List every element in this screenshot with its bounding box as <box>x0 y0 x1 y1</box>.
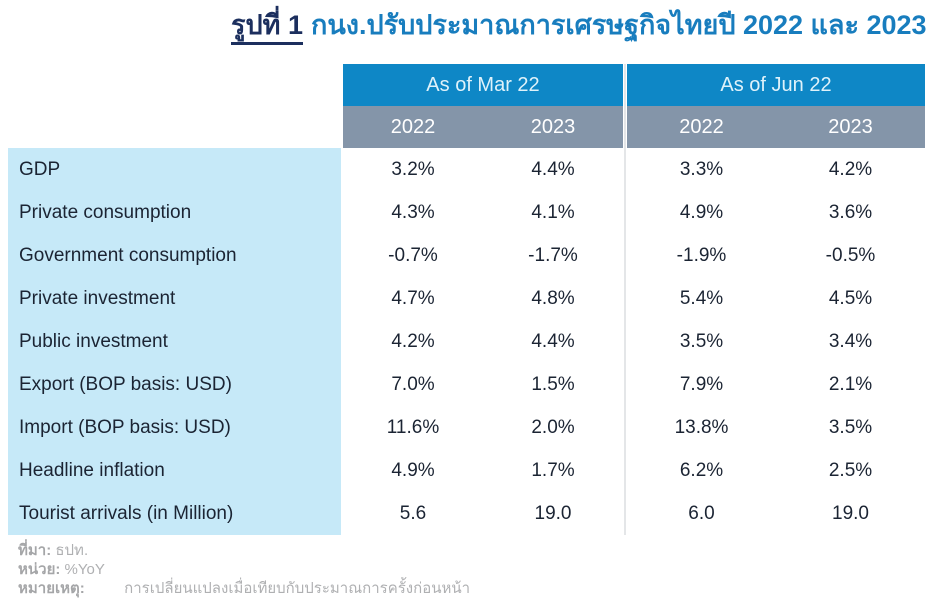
value-cell: 4.2% <box>828 158 873 180</box>
value-cell: 7.9% <box>679 373 724 395</box>
figure-title-text: กนง.ปรับประมาณการเศรษฐกิจไทยปี 2022 และ … <box>310 10 927 40</box>
value-cell: 11.6% <box>386 416 440 438</box>
row-label-private-investment: Private investment <box>19 287 176 309</box>
footer-note-line: หมายเหตุ: การเปลี่ยนแปลงเมื่อเทียบกับประ… <box>18 579 470 598</box>
value-cell: 3.5% <box>828 416 873 438</box>
row-label-headline-inflation: Headline inflation <box>19 459 165 481</box>
value-cell: 4.3% <box>391 201 435 223</box>
note-value: การเปลี่ยนแปลงเมื่อเทียบกับประมาณการครั้… <box>124 580 471 597</box>
value-cell: -0.7% <box>388 244 438 266</box>
column-group-header-jun: As of Jun 22 <box>627 64 925 106</box>
year-header-jun-2022: 2022 <box>679 115 724 138</box>
section-as-of-mar-22: As of Mar 22 2022 2023 3.2% 4.4% 4.3% 4.… <box>343 64 623 535</box>
value-cell: 4.2% <box>391 330 435 352</box>
value-cell: 7.0% <box>391 373 435 395</box>
value-cell: 4.9% <box>679 201 724 223</box>
row-label-import: Import (BOP basis: USD) <box>19 416 231 438</box>
value-cell: 19.0 <box>534 502 572 524</box>
value-cell: 3.6% <box>828 201 873 223</box>
value-cell: 4.8% <box>531 287 575 309</box>
value-cell: 5.4% <box>679 287 724 309</box>
unit-value: %YoY <box>64 561 105 578</box>
value-cell: 4.1% <box>531 201 575 223</box>
footer-unit-line: หน่วย: %YoY <box>18 560 470 579</box>
value-cell: 1.7% <box>531 459 575 481</box>
value-cell: -0.5% <box>825 244 876 266</box>
value-cell: 3.3% <box>679 158 724 180</box>
year-header-jun-2023: 2023 <box>828 115 873 138</box>
row-label-government-consumption: Government consumption <box>19 244 237 266</box>
value-cell: 2.5% <box>828 459 873 481</box>
year-header-mar-2023: 2023 <box>530 115 576 138</box>
section-as-of-jun-22: As of Jun 22 2022 2023 3.3% 4.2% 4.9% 3.… <box>627 64 925 535</box>
row-label-gdp: GDP <box>19 158 61 180</box>
row-label-public-investment: Public investment <box>19 330 168 352</box>
year-header-row-mar: 2022 2023 <box>343 106 623 148</box>
value-cell: 4.5% <box>828 287 873 309</box>
value-cell: 5.6 <box>399 502 427 524</box>
value-cell: -1.7% <box>528 244 578 266</box>
value-cell: 19.0 <box>832 502 869 524</box>
value-cell: 6.2% <box>679 459 724 481</box>
source-label: ที่มา: <box>18 542 52 559</box>
value-cell: 4.7% <box>391 287 435 309</box>
value-cell: 13.8% <box>674 416 729 438</box>
column-group-header-mar: As of Mar 22 <box>343 64 623 106</box>
value-cell: 4.4% <box>531 330 575 352</box>
value-cell: -1.9% <box>676 244 727 266</box>
figure-title: รูปที่ 1 กนง.ปรับประมาณการเศรษฐกิจไทยปี 2… <box>231 8 927 45</box>
unit-label: หน่วย: <box>18 561 61 578</box>
value-cell: 1.5% <box>531 373 575 395</box>
value-cell: 3.2% <box>391 158 435 180</box>
value-cell: 4.4% <box>531 158 575 180</box>
value-cell: 3.5% <box>679 330 724 352</box>
figure-footer: ที่มา: ธปท. หน่วย: %YoY หมายเหตุ: การเปล… <box>18 541 470 598</box>
note-label: หมายเหตุ: <box>18 580 85 597</box>
footer-source-line: ที่มา: ธปท. <box>18 541 470 560</box>
source-value: ธปท. <box>55 542 89 559</box>
figure-number: รูปที่ 1 <box>231 10 303 45</box>
values-grid-mar: 3.2% 4.4% 4.3% 4.1% -0.7% -1.7% 4.7% 4.8… <box>343 148 623 535</box>
row-label-export: Export (BOP basis: USD) <box>19 373 232 395</box>
value-cell: 6.0 <box>688 502 715 524</box>
year-header-row-jun: 2022 2023 <box>627 106 925 148</box>
row-label-tourist-arrivals: Tourist arrivals (in Million) <box>19 502 234 524</box>
section-divider <box>624 64 626 535</box>
value-cell: 2.1% <box>828 373 873 395</box>
value-cell: 2.0% <box>531 416 575 438</box>
values-grid-jun: 3.3% 4.2% 4.9% 3.6% -1.9% -0.5% 5.4% 4.5… <box>627 148 925 535</box>
year-header-mar-2022: 2022 <box>390 115 436 138</box>
row-label-private-consumption: Private consumption <box>19 201 192 223</box>
row-label-column: GDP Private consumption Government consu… <box>8 148 341 535</box>
value-cell: 4.9% <box>391 459 435 481</box>
value-cell: 3.4% <box>828 330 873 352</box>
